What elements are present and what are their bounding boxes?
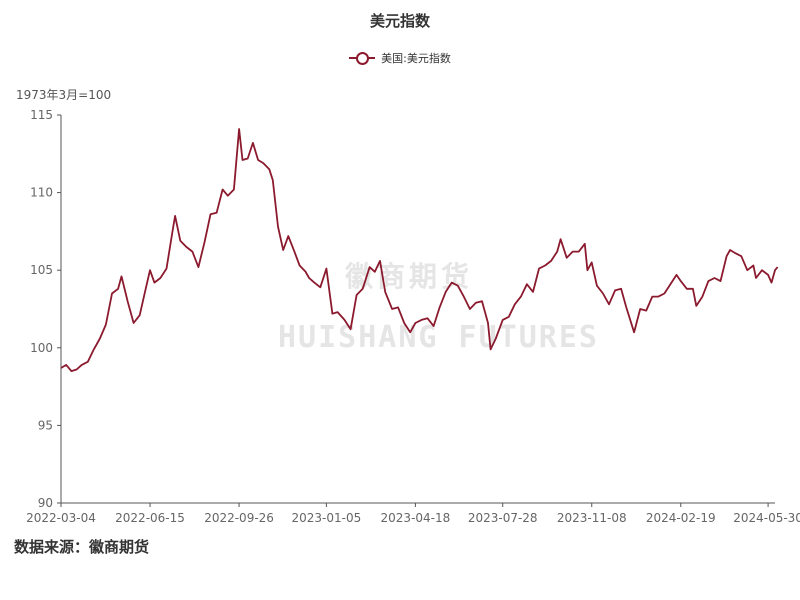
x-tick-label: 2024-05-30: [733, 511, 800, 525]
x-tick-label: 2022-03-04: [26, 511, 96, 525]
y-tick-label: 90: [38, 496, 53, 510]
legend-label: 美国:美元指数: [381, 52, 451, 65]
y-tick-label: 115: [30, 108, 53, 122]
chart-title: 美元指数: [369, 12, 430, 30]
x-tick-label: 2024-02-19: [646, 511, 716, 525]
x-tick-label: 2023-04-18: [381, 511, 451, 525]
chart-legend[interactable]: 美国:美元指数: [0, 50, 800, 66]
y-tick-label: 105: [30, 263, 53, 277]
y-tick-label: 110: [30, 186, 53, 200]
x-tick-label: 2023-11-08: [557, 511, 627, 525]
y-tick-label: 100: [30, 341, 53, 355]
x-tick-label: 2023-07-28: [468, 511, 538, 525]
watermark-en: HUISHANG FUTURES: [278, 320, 599, 355]
y-tick-label: 95: [38, 418, 53, 432]
x-tick-label: 2022-06-15: [115, 511, 185, 525]
series-line: [60, 128, 779, 372]
legend-line-marker-icon: [349, 51, 376, 65]
y-axis-unit-label: 1973年3月=100: [16, 88, 112, 102]
data-source-note: 数据来源：徽商期货: [14, 538, 150, 556]
x-tick-label: 2022-09-26: [204, 511, 274, 525]
x-tick-label: 2023-01-05: [291, 511, 361, 525]
